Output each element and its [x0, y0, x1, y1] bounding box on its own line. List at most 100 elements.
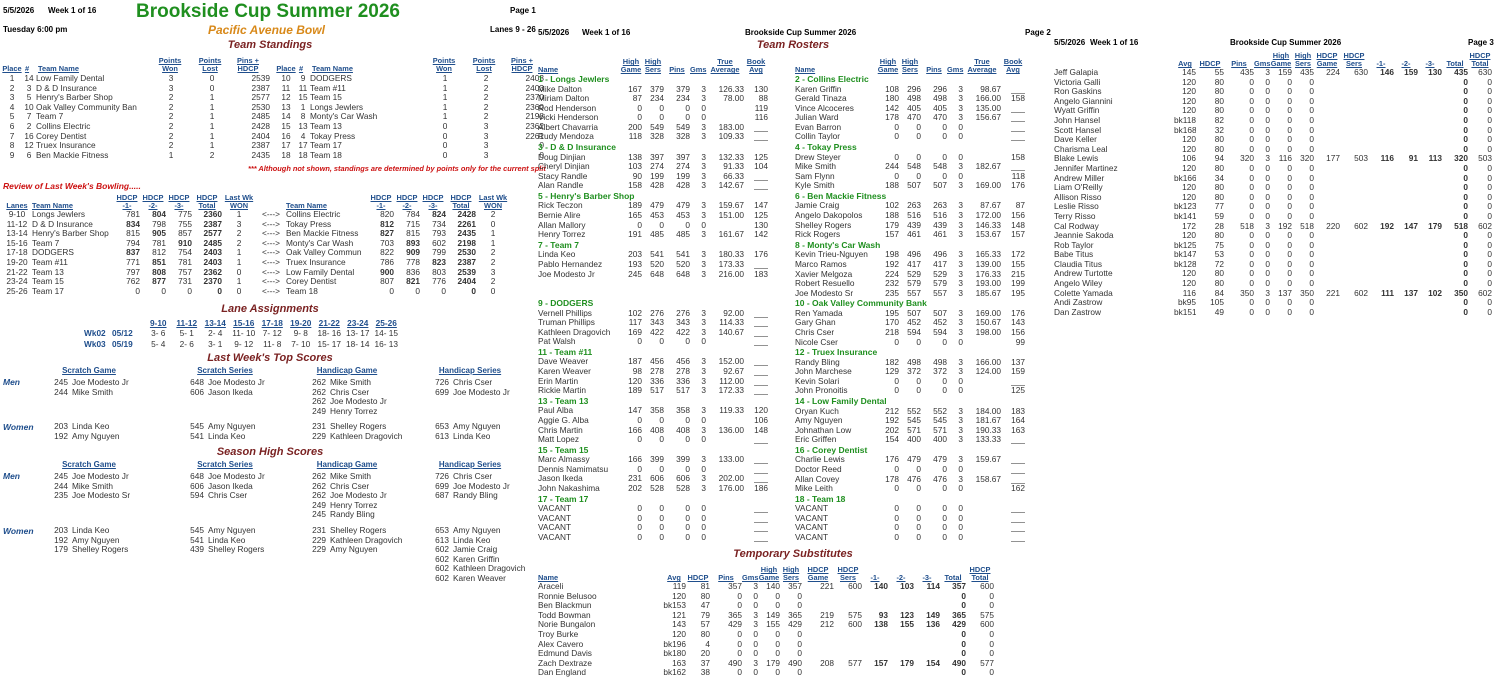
table-cell: 0	[958, 513, 963, 523]
roster-team-name: 16 - Corey Dentist	[795, 444, 868, 455]
roster-col-header: High Game	[620, 57, 642, 75]
table-cell: 185.67	[975, 288, 1001, 298]
table-cell	[1368, 78, 1394, 88]
table-cell: Dave Keller	[1054, 135, 1097, 145]
table-cell	[1368, 135, 1394, 145]
table-cell: 0	[1249, 173, 1254, 183]
table-cell: ___	[754, 464, 768, 474]
table-cell	[1368, 250, 1394, 260]
score-entry: 192 Amy Nguyen	[52, 431, 162, 442]
table-cell: Corey Dentist	[286, 277, 337, 287]
table-cell: 187	[628, 357, 642, 367]
table-cell	[1340, 193, 1368, 203]
p2-title: Brookside Cup Summer 2026	[745, 28, 857, 37]
table-cell: 169.00	[975, 181, 1001, 191]
table-cell: 176	[1011, 308, 1025, 318]
table-cell: Randy Bling	[795, 357, 840, 367]
table-cell: 87.67	[980, 201, 1001, 211]
table-cell: 0	[539, 141, 544, 151]
table-cell: 0	[135, 286, 140, 296]
lane-pair: 7- 10	[291, 339, 311, 350]
table: 9-10 Longs Jewlers 781 804 775 2360 1 <---> Coll…	[2, 210, 510, 296]
table-cell	[1314, 116, 1340, 126]
table-cell: 3	[958, 474, 963, 484]
table-cell: 19-20	[6, 257, 28, 267]
table-cell: 358	[676, 406, 690, 416]
table-cell: 2198	[525, 112, 544, 122]
table-cell: 0	[1309, 173, 1314, 183]
score-entry: 545 Amy Nguyen	[188, 421, 298, 432]
table-cell: 80	[1214, 192, 1224, 202]
lane-col-header: 21-22	[318, 318, 340, 328]
subs-header: Name Avg HDCP Pins Gms High Game High Sers HDCP…	[538, 562, 994, 582]
table-cell: 1	[209, 121, 215, 131]
table-cell: 3	[958, 269, 963, 279]
table-cell: 120	[1182, 135, 1196, 145]
table-cell: Karen Griffin	[795, 84, 842, 94]
table-cell: 837	[126, 248, 140, 258]
table-cell: 155	[766, 620, 780, 630]
table-cell: 169.00	[975, 308, 1001, 318]
table-cell: Rob Taylor	[1054, 240, 1094, 250]
table-cell: 3	[701, 376, 706, 386]
table-cell: 0	[1249, 163, 1254, 173]
table-cell: ___	[754, 367, 768, 377]
table-cell: 72	[1214, 259, 1224, 269]
table-cell	[1418, 260, 1442, 270]
table-cell: 5	[26, 93, 32, 103]
table-cell: 358	[650, 406, 664, 416]
score-entry: 439 Shelley Rogers	[188, 544, 298, 555]
table-cell: 120	[1182, 163, 1196, 173]
table-cell: 365	[788, 610, 802, 620]
table-cell: Team 15	[310, 93, 342, 103]
table-cell: 0	[685, 532, 690, 542]
table-cell: ___	[754, 327, 768, 337]
table-cell: 0	[1249, 202, 1254, 212]
bowler-name: Mike Smith	[330, 377, 372, 387]
score-value: 229	[312, 534, 326, 545]
roster-row: Cheryl Dinjian 103 274 274 3 91.33 104	[538, 162, 768, 172]
table-cell: 417	[907, 259, 921, 269]
table-cell	[706, 221, 744, 231]
table-cell: 350	[1454, 288, 1468, 298]
table-cell	[834, 649, 862, 659]
table-cell	[706, 337, 744, 347]
table-cell	[1368, 269, 1394, 279]
table-cell: Terry Risso	[1054, 211, 1096, 221]
table-cell: 147	[628, 406, 642, 416]
table-cell	[1314, 231, 1340, 241]
roster-row: Chris Cser 218 594 594 3 198.00 156	[795, 328, 1025, 338]
substitute-row: Jeff Galapia 145 55 435 3 159 435 224 630 146 159 1…	[1054, 68, 1492, 78]
table-cell: 0	[637, 532, 642, 542]
subs-col-header: Avg	[1178, 59, 1192, 69]
table-cell: 2	[168, 141, 174, 151]
table-cell	[963, 338, 1001, 348]
review-col-header: HDCP -3-	[422, 193, 444, 211]
roster-row: Drew Steyer 0 0 0 0 158	[795, 153, 1025, 163]
table-cell	[1314, 260, 1340, 270]
substitute-row: Dan England bk162 38 0 0 0 0 0 0	[538, 668, 994, 678]
table-cell: Julian Ward	[795, 113, 839, 123]
table-cell	[888, 649, 914, 659]
table-cell: 3	[168, 74, 174, 83]
table-cell: 6	[26, 150, 32, 160]
table-cell: 336	[676, 376, 690, 386]
table-cell: <--->	[262, 248, 280, 258]
subs-col-header: HDCP Game	[1316, 51, 1338, 69]
table-cell: 575	[848, 610, 862, 620]
roster-row: Joe Modesto Sr 235 557 557 3 185.67 195	[795, 289, 1025, 299]
table-cell: Longs Jewlers	[32, 210, 86, 219]
table-cell: 138	[628, 152, 642, 162]
table-cell: 0	[942, 171, 947, 181]
table-cell: 0	[659, 337, 664, 347]
table-cell	[1394, 308, 1418, 318]
table-cell: 142	[754, 230, 768, 240]
score-entry: 244 Mike Smith	[52, 387, 162, 398]
table-cell: 0	[753, 601, 758, 611]
table-cell	[1314, 212, 1340, 222]
roster-row: Aggie G. Alba 0 0 0 0 106	[538, 416, 768, 426]
table-cell: ___	[1011, 103, 1025, 113]
table-cell: 15	[281, 121, 291, 131]
table-cell: 0	[753, 649, 758, 659]
table-cell: Henry's Barber Shop	[36, 93, 113, 103]
